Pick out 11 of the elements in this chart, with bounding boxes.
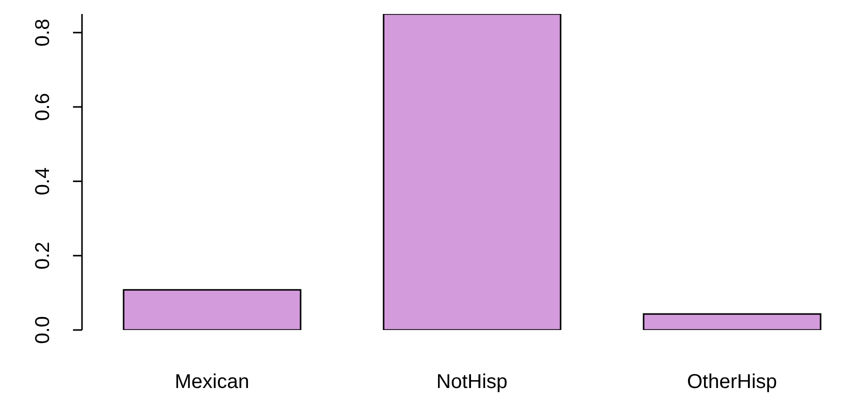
y-tick-label: 0.0 — [32, 316, 54, 344]
y-tick-label: 0.4 — [32, 167, 54, 196]
x-tick-label: Mexican — [174, 371, 250, 393]
y-tick-label: 0.8 — [32, 18, 54, 46]
y-tick-label: 0.2 — [32, 242, 54, 270]
bar — [382, 14, 562, 330]
bar — [122, 289, 302, 330]
bar — [642, 313, 822, 330]
x-tick-label: OtherHisp — [686, 371, 778, 393]
y-tick-label: 0.6 — [32, 93, 54, 121]
x-tick-label: NotHisp — [436, 371, 508, 393]
